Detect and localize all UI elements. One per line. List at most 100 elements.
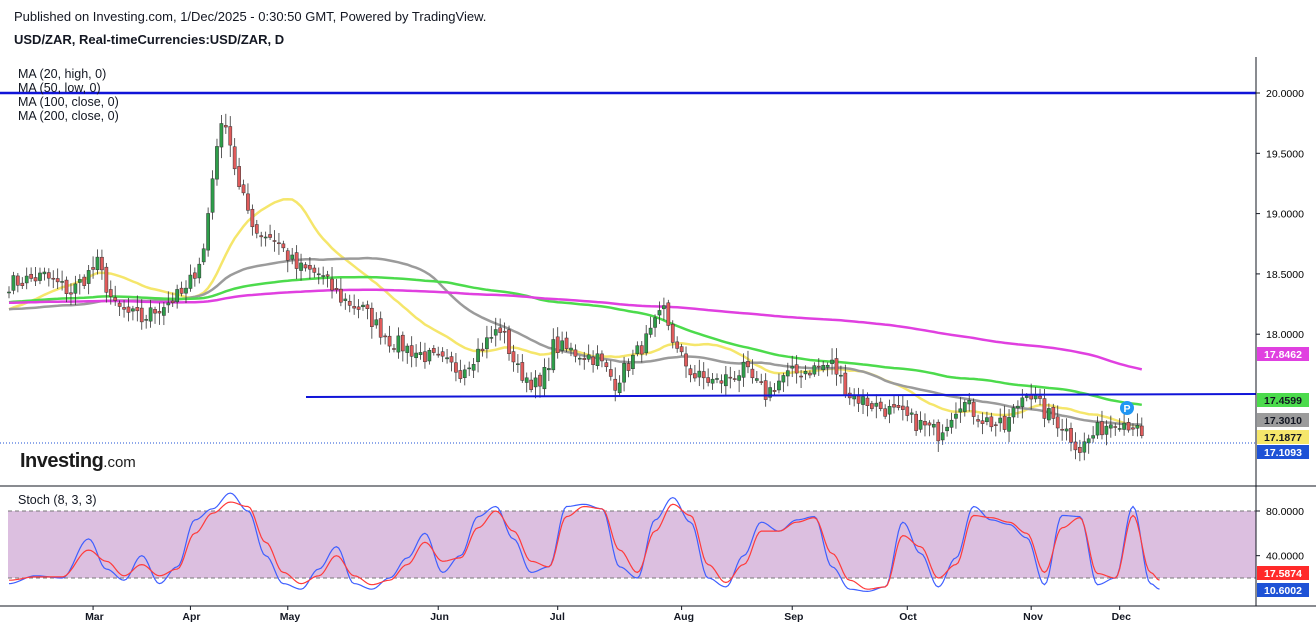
y-tick-label: 19.5000 (1266, 148, 1304, 160)
candle (86, 265, 91, 295)
candle (808, 370, 812, 379)
candle (648, 316, 653, 338)
y-tick-label: 18.5000 (1266, 269, 1304, 281)
candle (834, 348, 839, 386)
candle (471, 357, 476, 379)
candle (144, 314, 149, 329)
candle (1100, 410, 1104, 440)
candle (361, 301, 365, 311)
candle (971, 398, 976, 425)
candle (104, 262, 109, 303)
candle (799, 369, 803, 389)
candle (166, 291, 171, 313)
candle (591, 350, 595, 373)
candle (1051, 403, 1056, 425)
candle (82, 274, 87, 290)
candle (896, 394, 901, 411)
candle (29, 267, 33, 282)
candle (347, 294, 352, 313)
candle (467, 361, 472, 377)
candle (493, 317, 498, 347)
candle (356, 299, 361, 319)
candle (719, 374, 724, 394)
candle (878, 397, 883, 412)
candle (1073, 432, 1078, 460)
candle (635, 341, 640, 357)
candle (852, 388, 857, 407)
candle (1038, 388, 1042, 406)
candle (122, 300, 126, 318)
candle (1055, 405, 1060, 437)
candle (485, 325, 489, 359)
candle (856, 387, 861, 412)
candle (1082, 432, 1087, 461)
candle (330, 267, 334, 299)
legend-item: MA (100, close, 0) (18, 95, 119, 109)
candle (77, 274, 82, 295)
candle (715, 373, 719, 384)
candle (905, 400, 910, 422)
candle (232, 138, 237, 176)
investing-logo: Investing.com (20, 450, 136, 472)
candle (268, 224, 272, 241)
candle (949, 412, 954, 434)
candle (985, 411, 989, 426)
candle (423, 342, 427, 369)
candle (400, 331, 405, 362)
candle (631, 349, 635, 375)
candle (1117, 418, 1122, 432)
candle (378, 311, 383, 345)
candle (542, 358, 547, 397)
candle (454, 353, 458, 382)
candle (803, 365, 808, 380)
x-tick-label: Jun (430, 611, 449, 623)
candle (277, 232, 281, 255)
candle (1020, 389, 1025, 419)
x-tick-label: Mar (85, 611, 104, 623)
candle (100, 249, 104, 280)
candle (1113, 423, 1118, 436)
candle (1047, 403, 1051, 424)
candle (91, 256, 95, 279)
candle (998, 408, 1003, 432)
candle (701, 362, 706, 390)
candle (724, 366, 728, 395)
price-badge: 17.4599 (1257, 393, 1309, 407)
svg-text:17.1877: 17.1877 (1264, 432, 1302, 444)
candle (387, 325, 392, 353)
svg-text:10.6002: 10.6002 (1264, 585, 1302, 597)
candle (670, 320, 675, 349)
pivot-marker[interactable]: P (1120, 401, 1134, 415)
candle (967, 392, 972, 412)
y-tick-label: 18.0000 (1266, 329, 1304, 341)
candle (179, 281, 184, 297)
candle (46, 268, 51, 287)
candle (365, 300, 370, 320)
candle (989, 412, 994, 432)
candle (564, 331, 569, 352)
candle (113, 285, 118, 306)
candle (241, 179, 246, 196)
candle (662, 297, 666, 321)
candle (555, 327, 560, 359)
candle (936, 419, 941, 452)
candle (254, 219, 259, 239)
candle (24, 267, 29, 290)
candle (458, 359, 463, 383)
price-badge: 17.8462 (1257, 347, 1309, 361)
candle (781, 372, 786, 392)
candle (962, 399, 967, 417)
candle (577, 355, 582, 366)
candle (511, 344, 516, 372)
candle (16, 272, 20, 293)
candle (622, 356, 626, 392)
legend-item: MA (20, high, 0) (18, 67, 107, 81)
candle (923, 413, 927, 437)
price-badge: 17.3010 (1257, 413, 1309, 427)
candle (945, 418, 949, 437)
candle (710, 373, 715, 390)
legend-item: MA (50, low, 0) (18, 81, 101, 95)
candle (830, 348, 834, 375)
candle (42, 267, 47, 281)
